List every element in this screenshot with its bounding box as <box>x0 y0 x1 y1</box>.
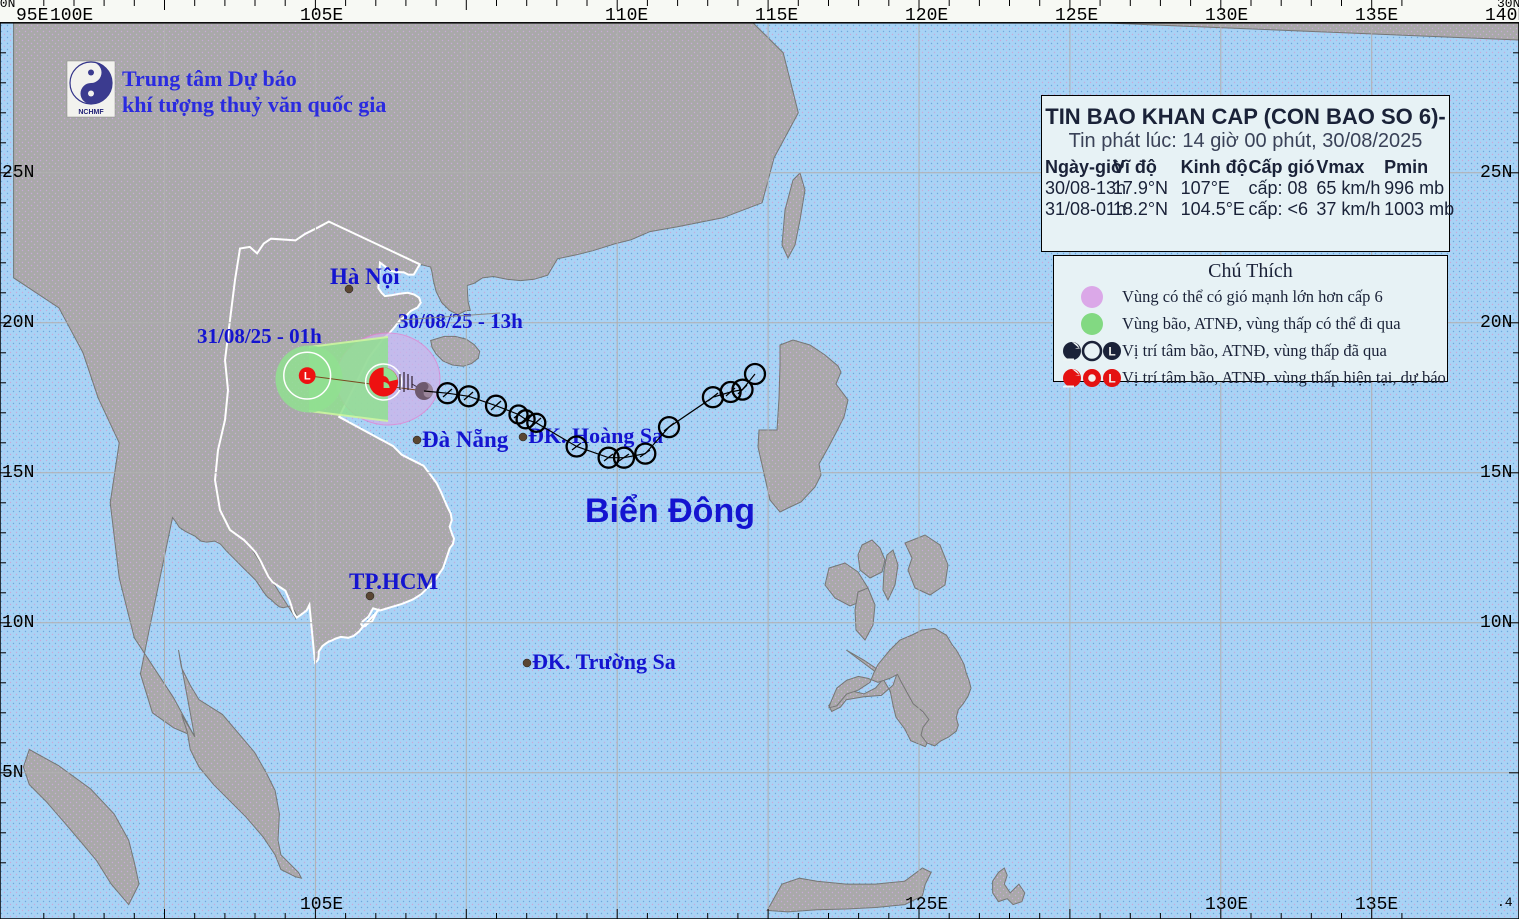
svg-text:L: L <box>304 371 311 383</box>
svg-text:khí tượng thuỷ văn quốc gia: khí tượng thuỷ văn quốc gia <box>122 92 386 117</box>
svg-text:30/08/25 - 13h: 30/08/25 - 13h <box>398 309 523 333</box>
svg-text:Hà Nội: Hà Nội <box>330 264 400 289</box>
svg-text:Biển Đông: Biển Đông <box>585 492 755 530</box>
svg-text:L: L <box>1108 344 1115 358</box>
svg-text:TP.HCM: TP.HCM <box>349 569 439 594</box>
svg-text:L: L <box>1108 371 1115 385</box>
svg-text:ĐK. Trường Sa: ĐK. Trường Sa <box>532 649 676 674</box>
svg-text:Trung tâm Dự báo: Trung tâm Dự báo <box>122 66 297 91</box>
svg-text:NCHMF: NCHMF <box>78 109 104 116</box>
svg-text:31/08/25 - 01h: 31/08/25 - 01h <box>197 324 322 348</box>
svg-text:Đà Nẵng: Đà Nẵng <box>422 427 509 452</box>
